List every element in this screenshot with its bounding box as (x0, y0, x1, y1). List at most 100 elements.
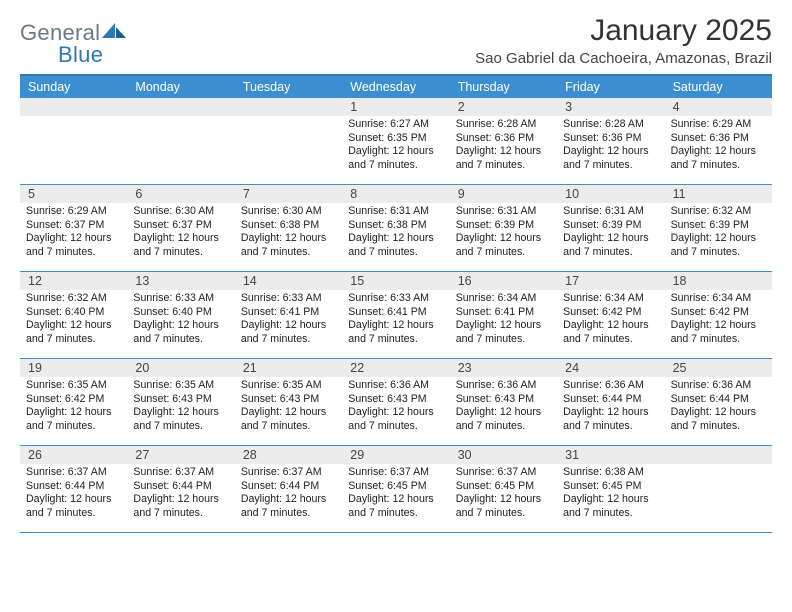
dow-row: Sunday Monday Tuesday Wednesday Thursday… (20, 76, 772, 98)
day-info: Sunrise: 6:37 AMSunset: 6:45 PMDaylight:… (348, 466, 443, 520)
day-info: Sunrise: 6:33 AMSunset: 6:41 PMDaylight:… (241, 292, 336, 346)
day-cell: 22 Sunrise: 6:36 AMSunset: 6:43 PMDayligh… (342, 359, 449, 445)
day-cell: 27Sunrise: 6:37 AMSunset: 6:44 PMDayligh… (127, 446, 234, 532)
daylight-line: Daylight: 12 hours and 7 minutes. (671, 406, 756, 432)
day-info: Sunrise: 6:36 AMSunset: 6:43 PMDaylight:… (348, 379, 443, 433)
sunrise-line: Sunrise: 6:38 AM (563, 466, 644, 478)
daylight-line: Daylight: 12 hours and 7 minutes. (348, 145, 433, 171)
day-cell: 4Sunrise: 6:29 AMSunset: 6:36 PMDaylight… (665, 98, 772, 184)
day-cell: 30Sunrise: 6:37 AMSunset: 6:45 PMDayligh… (450, 446, 557, 532)
sunset-line: Sunset: 6:37 PM (133, 219, 211, 231)
day-cell: 6Sunrise: 6:30 AMSunset: 6:37 PMDaylight… (127, 185, 234, 271)
sunset-line: Sunset: 6:41 PM (348, 306, 426, 318)
day-info: Sunrise: 6:38 AMSunset: 6:45 PMDaylight:… (563, 466, 658, 520)
day-cell: 2Sunrise: 6:28 AMSunset: 6:36 PMDaylight… (450, 98, 557, 184)
calendar: Sunday Monday Tuesday Wednesday Thursday… (20, 74, 772, 533)
day-number: 11 (665, 185, 772, 203)
day-number: 22 (342, 359, 449, 377)
sunrise-line: Sunrise: 6:31 AM (563, 205, 644, 217)
sunrise-line: Sunrise: 6:29 AM (26, 205, 107, 217)
day-number: 17 (557, 272, 664, 290)
sunset-line: Sunset: 6:42 PM (671, 306, 749, 318)
week-row: 26Sunrise: 6:37 AMSunset: 6:44 PMDayligh… (20, 446, 772, 533)
page-subtitle: Sao Gabriel da Cachoeira, Amazonas, Braz… (475, 50, 772, 67)
page-title: January 2025 (475, 14, 772, 48)
daylight-line: Daylight: 12 hours and 7 minutes. (348, 319, 433, 345)
logo-sail-icon (102, 22, 126, 43)
day-cell: 24 Sunrise: 6:36 AMSunset: 6:44 PMDayligh… (557, 359, 664, 445)
header: GeneralBlue January 2025 Sao Gabriel da … (20, 14, 772, 68)
day-info: Sunrise: 6:29 AMSunset: 6:37 PMDaylight:… (26, 205, 121, 259)
day-cell: 20Sunrise: 6:35 AMSunset: 6:43 PMDayligh… (127, 359, 234, 445)
week-row: 12Sunrise: 6:32 AMSunset: 6:40 PMDayligh… (20, 272, 772, 359)
sunset-line: Sunset: 6:44 PM (563, 393, 641, 405)
day-number: 1 (342, 98, 449, 116)
day-number: 28 (235, 446, 342, 464)
daylight-line: Daylight: 12 hours and 7 minutes. (671, 319, 756, 345)
day-number (127, 98, 234, 116)
sunset-line: Sunset: 6:39 PM (456, 219, 534, 231)
day-cell: 26Sunrise: 6:37 AMSunset: 6:44 PMDayligh… (20, 446, 127, 532)
day-info: Sunrise: 6:30 AMSunset: 6:37 PMDaylight:… (133, 205, 228, 259)
day-cell: 17 Sunrise: 6:34 AMSunset: 6:42 PMDayligh… (557, 272, 664, 358)
day-cell: 12Sunrise: 6:32 AMSunset: 6:40 PMDayligh… (20, 272, 127, 358)
sunrise-line: Sunrise: 6:37 AM (133, 466, 214, 478)
day-info: Sunrise: 6:37 AMSunset: 6:44 PMDaylight:… (241, 466, 336, 520)
sunrise-line: Sunrise: 6:30 AM (133, 205, 214, 217)
daylight-line: Daylight: 12 hours and 7 minutes. (348, 406, 433, 432)
day-info: Sunrise: 6:36 AM Sunset: 6:43 PMDaylight:… (456, 379, 551, 433)
day-number: 20 (127, 359, 234, 377)
daylight-line: Daylight: 12 hours and 7 minutes. (26, 232, 111, 258)
day-info: Sunrise: 6:32 AMSunset: 6:40 PMDaylight:… (26, 292, 121, 346)
day-number: 9 (450, 185, 557, 203)
sunrise-line: Sunrise: 6:37 AM (456, 466, 537, 478)
day-number: 21 (235, 359, 342, 377)
sunrise-line: Sunrise: 6:36 AM (348, 379, 429, 391)
logo-text-blue: Blue (58, 42, 126, 68)
day-number: 6 (127, 185, 234, 203)
day-number: 7 (235, 185, 342, 203)
day-info: Sunrise: 6:36 AMSunset: 6:44 PMDaylight:… (563, 379, 658, 433)
sunrise-line: Sunrise: 6:35 AM (26, 379, 107, 391)
sunrise-line: Sunrise: 6:31 AM (456, 205, 537, 217)
sunrise-line: Sunrise: 6:37 AM (26, 466, 107, 478)
sunrise-line: Sunrise: 6:36 AM (671, 379, 752, 391)
sunset-line: Sunset: 6:39 PM (671, 219, 749, 231)
day-number: 3 (557, 98, 664, 116)
day-number: 19 (20, 359, 127, 377)
logo: GeneralBlue (20, 14, 126, 68)
sunset-line: Sunset: 6:45 PM (456, 480, 534, 492)
day-info: Sunrise: 6:31 AMSunset: 6:39 PMDaylight:… (563, 205, 658, 259)
daylight-line: Daylight: 12 hours and 7 minutes. (26, 406, 111, 432)
sunrise-line: Sunrise: 6:36 AM (456, 379, 537, 391)
sunrise-line: Sunrise: 6:34 AM (563, 292, 644, 304)
day-info: Sunrise: 6:31 AMSunset: 6:38 PMDaylight:… (348, 205, 443, 259)
daylight-line: Daylight: 12 hours and 7 minutes. (456, 319, 541, 345)
day-cell: 23Sunrise: 6:36 AMSunset: 6:43 PMDayligh… (450, 359, 557, 445)
day-cell: 8Sunrise: 6:31 AMSunset: 6:38 PMDaylight… (342, 185, 449, 271)
daylight-line: Daylight: 12 hours and 7 minutes. (563, 319, 648, 345)
day-cell: 31Sunrise: 6:38 AMSunset: 6:45 PMDayligh… (557, 446, 664, 532)
day-info: Sunrise: 6:34 AMSunset: 6:41 PMDaylight:… (456, 292, 551, 346)
sunset-line: Sunset: 6:44 PM (26, 480, 104, 492)
daylight-line: Daylight: 12 hours and 7 minutes. (456, 232, 541, 258)
daylight-line: Daylight: 12 hours and 7 minutes. (563, 145, 648, 171)
day-number: 24 (557, 359, 664, 377)
sunset-line: Sunset: 6:40 PM (133, 306, 211, 318)
daylight-line: Daylight: 12 hours and 7 minutes. (456, 406, 541, 432)
sunset-line: Sunset: 6:42 PM (26, 393, 104, 405)
daylight-line: Daylight: 12 hours and 7 minutes. (241, 319, 326, 345)
day-info: Sunrise: 6:34 AMSunset: 6:42 PMDaylight:… (563, 292, 658, 346)
day-cell: 21Sunrise: 6:35 AMSunset: 6:43 PMDayligh… (235, 359, 342, 445)
day-info: Sunrise: 6:34 AMSunset: 6:42 PMDaylight:… (671, 292, 766, 346)
sunset-line: Sunset: 6:39 PM (563, 219, 641, 231)
sunrise-line: Sunrise: 6:31 AM (348, 205, 429, 217)
sunset-line: Sunset: 6:41 PM (241, 306, 319, 318)
daylight-line: Daylight: 12 hours and 7 minutes. (241, 406, 326, 432)
day-number: 18 (665, 272, 772, 290)
dow-sunday: Sunday (20, 76, 127, 98)
dow-monday: Monday (127, 76, 234, 98)
sunrise-line: Sunrise: 6:33 AM (133, 292, 214, 304)
sunset-line: Sunset: 6:43 PM (456, 393, 534, 405)
week-row: 1Sunrise: 6:27 AMSunset: 6:35 PMDaylight… (20, 98, 772, 185)
